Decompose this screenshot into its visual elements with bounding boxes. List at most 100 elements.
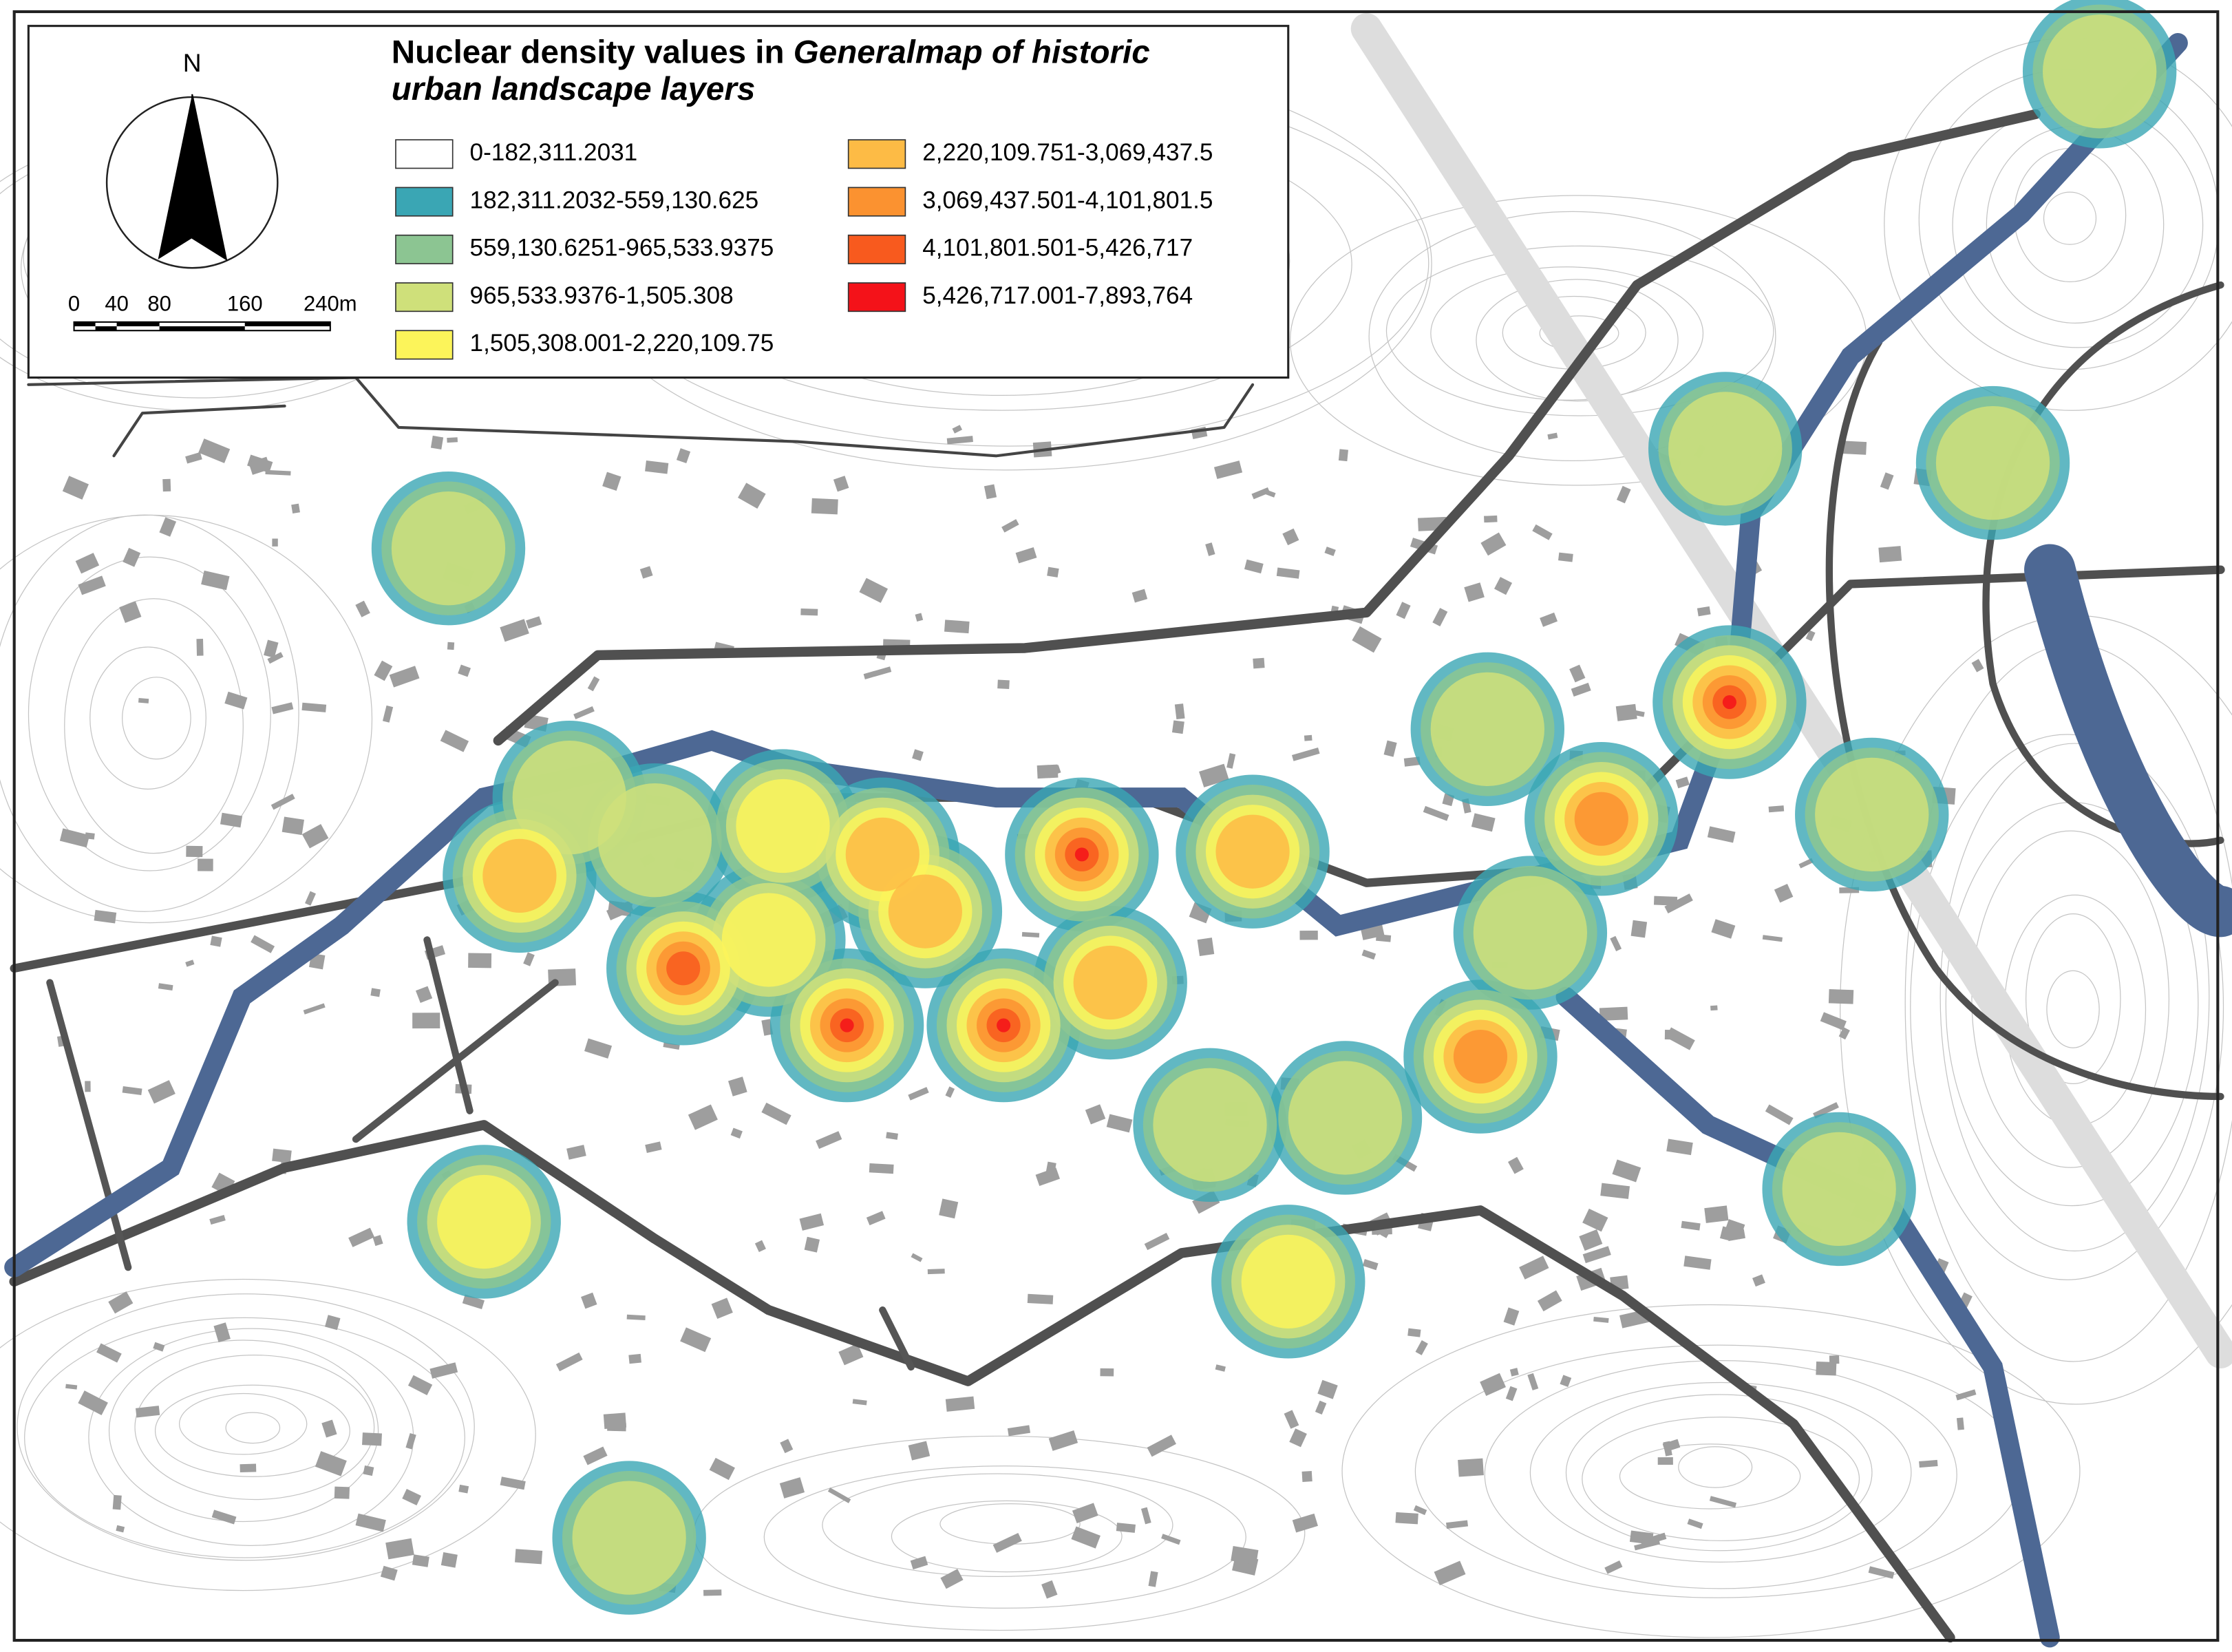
building xyxy=(1709,1496,1737,1508)
building xyxy=(402,1489,421,1505)
building xyxy=(1675,776,1690,789)
building xyxy=(412,1013,440,1029)
contour-line xyxy=(64,598,244,854)
building xyxy=(816,1131,842,1150)
building xyxy=(1956,1417,1964,1430)
building xyxy=(429,1362,458,1379)
building xyxy=(1505,1386,1518,1401)
legend-label: 4,101,801.501-5,426,717 xyxy=(922,235,1193,262)
building xyxy=(264,639,279,658)
building xyxy=(581,1292,597,1309)
building xyxy=(1116,1523,1136,1533)
building xyxy=(213,1322,231,1343)
building xyxy=(500,1476,526,1490)
building xyxy=(811,498,838,515)
legend-swatch xyxy=(847,282,906,313)
building xyxy=(301,702,327,712)
building xyxy=(1131,589,1148,603)
building xyxy=(321,1419,337,1438)
building xyxy=(334,1486,350,1499)
building xyxy=(1880,472,1894,490)
legend-swatch xyxy=(395,139,454,169)
building xyxy=(1407,1328,1421,1337)
building xyxy=(886,1132,898,1140)
building xyxy=(1315,1400,1327,1415)
building xyxy=(908,1087,929,1101)
building xyxy=(584,1038,613,1059)
building xyxy=(908,1441,931,1461)
building xyxy=(122,1086,142,1096)
contour-line xyxy=(2043,191,2097,245)
building xyxy=(1662,1439,1681,1452)
building xyxy=(1537,1290,1562,1312)
contour-line xyxy=(1910,734,2224,1280)
building xyxy=(1282,528,1299,546)
building xyxy=(1774,883,1794,903)
building xyxy=(754,1240,766,1253)
building xyxy=(458,1484,469,1494)
building xyxy=(626,1314,646,1321)
scale-bar-segment xyxy=(95,326,117,331)
density-ring xyxy=(1815,757,1929,872)
building xyxy=(1317,1379,1338,1399)
building xyxy=(209,1214,226,1225)
contour-line xyxy=(225,1412,281,1444)
north-label: N xyxy=(183,48,202,77)
building xyxy=(838,1343,864,1366)
contour-line xyxy=(24,1317,465,1558)
building xyxy=(1878,546,1902,563)
building xyxy=(78,575,106,595)
building xyxy=(869,1163,894,1174)
density-ring xyxy=(437,1174,531,1269)
building xyxy=(500,619,529,642)
building xyxy=(1174,703,1185,720)
building xyxy=(1027,1293,1054,1304)
building xyxy=(363,1465,374,1476)
building xyxy=(1147,1434,1176,1457)
density-surface xyxy=(371,0,2177,1615)
building xyxy=(1226,753,1236,769)
building xyxy=(412,1554,429,1567)
legend-swatch xyxy=(395,187,454,217)
building xyxy=(1361,949,1377,960)
contour-line xyxy=(891,1500,1123,1573)
density-ring xyxy=(1153,1068,1267,1182)
building xyxy=(1007,1425,1031,1437)
building xyxy=(866,1211,886,1226)
building xyxy=(196,639,204,656)
legend-swatch xyxy=(847,187,906,217)
building xyxy=(1396,602,1411,620)
building xyxy=(251,935,275,953)
building xyxy=(583,1446,608,1465)
legend-title: Nuclear density values in Generalmap of … xyxy=(392,34,1150,107)
density-ring xyxy=(666,951,701,986)
contour-line xyxy=(134,1354,375,1501)
building xyxy=(211,1510,237,1525)
building xyxy=(1464,582,1485,602)
density-ring xyxy=(997,1018,1011,1032)
building xyxy=(1582,1208,1608,1232)
building xyxy=(992,1533,1022,1553)
building xyxy=(1612,1159,1641,1183)
legend-items: 0-182,311.2031 182,311.2032-559,130.625 55… xyxy=(395,139,1213,360)
building xyxy=(1021,931,1040,938)
building xyxy=(112,1494,122,1510)
building xyxy=(1423,805,1449,821)
building xyxy=(1395,1512,1418,1525)
building xyxy=(730,1127,743,1139)
scale-label: 240m xyxy=(304,291,357,315)
road xyxy=(46,936,915,1371)
building xyxy=(1304,734,1312,741)
building xyxy=(138,698,149,703)
title-text: Generalmap of historic xyxy=(794,34,1150,70)
legend-label: 559,130.6251-965,533.9375 xyxy=(470,235,774,262)
building xyxy=(385,1538,414,1560)
building xyxy=(827,1487,851,1503)
building xyxy=(587,676,600,692)
building xyxy=(1752,1274,1765,1287)
building xyxy=(355,1513,386,1532)
building xyxy=(116,1525,125,1533)
building xyxy=(997,679,1010,689)
legend-label: 5,426,717.001-7,893,764 xyxy=(922,282,1193,309)
building xyxy=(1508,1156,1524,1174)
